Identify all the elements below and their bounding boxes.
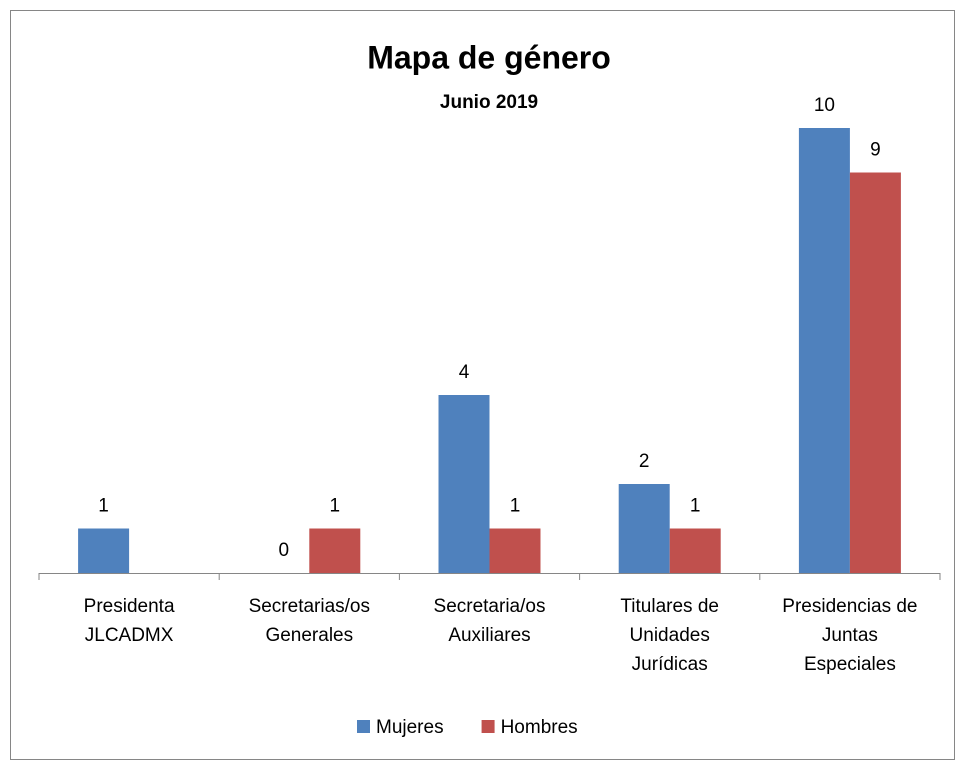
data-label: 1 [98, 496, 109, 517]
legend-swatch [481, 720, 495, 733]
bar [438, 395, 490, 573]
data-label: 4 [459, 362, 470, 383]
x-tick-label: Secretarias/os Generales [249, 596, 370, 646]
x-tick-label: Titulares de Unidades Jurídicas [620, 596, 719, 675]
chart-border [10, 10, 955, 760]
bar [489, 528, 541, 573]
data-label: 1 [510, 496, 521, 517]
bar [309, 528, 361, 573]
bar [618, 484, 670, 573]
bar [849, 172, 901, 573]
data-label: 9 [870, 140, 881, 161]
x-tick-label: Secretaria/os Auxiliares [434, 596, 546, 646]
bar [669, 528, 721, 573]
legend-swatch [357, 720, 370, 733]
data-label: 0 [279, 540, 290, 561]
x-tick-label: Presidenta JLCADMX [84, 596, 175, 646]
bar [798, 128, 850, 573]
chart-title: Mapa de género [367, 39, 611, 75]
x-tick-label: Presidencias de Juntas Especiales [782, 596, 917, 675]
legend-label: Mujeres [376, 717, 444, 738]
legend-label: Hombres [501, 717, 578, 738]
chart-subtitle: Junio 2019 [440, 92, 538, 113]
bar [78, 528, 130, 573]
data-label: 1 [690, 496, 701, 517]
data-label: 2 [639, 451, 650, 472]
data-label: 10 [814, 95, 835, 116]
data-label: 1 [330, 496, 341, 517]
